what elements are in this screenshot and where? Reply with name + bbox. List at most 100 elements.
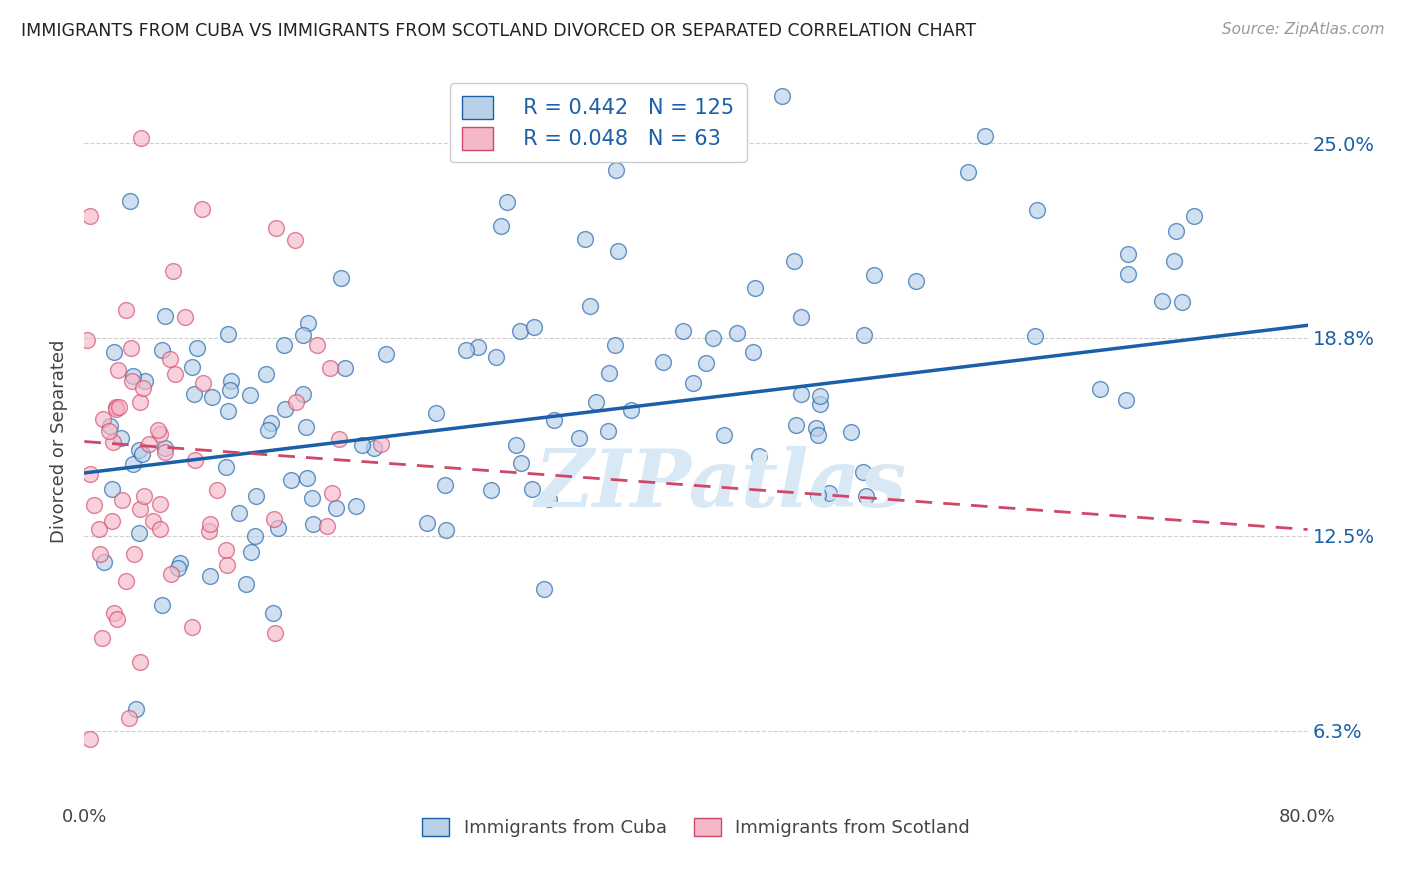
Point (319, 361, 342, 376)
Point (150, 598, 173, 612)
Point (201, 390, 224, 404)
Point (284, 233, 307, 247)
Point (114, 574, 136, 589)
Point (169, 556, 191, 570)
Point (160, 567, 183, 582)
Point (104, 401, 127, 415)
Text: IMMIGRANTS FROM CUBA VS IMMIGRANTS FROM SCOTLAND DIVORCED OR SEPARATED CORRELATI: IMMIGRANTS FROM CUBA VS IMMIGRANTS FROM … (21, 22, 976, 40)
Point (533, 582, 555, 597)
Point (568, 431, 591, 445)
Point (159, 352, 181, 367)
Point (131, 447, 153, 461)
Point (307, 338, 329, 352)
Point (333, 360, 356, 375)
Point (291, 386, 314, 401)
Point (228, 506, 250, 520)
Point (219, 374, 242, 388)
Point (425, 406, 447, 420)
Point (804, 420, 827, 434)
Point (128, 526, 150, 541)
Point (1115, 392, 1137, 407)
Point (83, 498, 105, 512)
Point (183, 387, 205, 401)
Point (107, 401, 129, 415)
Point (295, 419, 318, 434)
Y-axis label: Divorced or Separated: Divorced or Separated (51, 340, 69, 543)
Point (153, 310, 176, 324)
Point (744, 281, 766, 295)
Point (510, 456, 533, 470)
Point (146, 423, 169, 437)
Point (578, 299, 600, 313)
Point (273, 338, 295, 352)
Point (682, 376, 704, 391)
Point (125, 701, 148, 715)
Point (149, 522, 172, 536)
Point (713, 427, 735, 442)
Point (150, 343, 173, 358)
Point (131, 382, 153, 396)
Point (262, 606, 284, 620)
Point (302, 516, 325, 531)
Point (1182, 209, 1205, 223)
Point (153, 441, 176, 455)
Point (790, 310, 813, 324)
Point (79, 209, 101, 223)
Point (235, 577, 257, 591)
Point (198, 517, 221, 532)
Point (522, 482, 544, 496)
Point (785, 418, 807, 433)
Point (603, 338, 626, 352)
Point (851, 466, 873, 480)
Point (180, 620, 202, 634)
Point (496, 194, 519, 209)
Point (370, 436, 392, 450)
Point (97, 425, 120, 439)
Point (741, 344, 763, 359)
Point (862, 268, 884, 282)
Point (509, 324, 531, 338)
Point (87, 522, 110, 536)
Point (543, 412, 565, 426)
Point (122, 457, 145, 471)
Point (522, 320, 544, 334)
Point (110, 431, 132, 445)
Point (91, 412, 114, 426)
Point (790, 386, 813, 401)
Point (433, 478, 456, 492)
Point (415, 516, 437, 530)
Point (191, 202, 214, 216)
Point (748, 449, 770, 463)
Point (138, 437, 160, 451)
Point (215, 542, 238, 557)
Point (79, 467, 101, 481)
Point (620, 403, 643, 417)
Point (574, 232, 596, 246)
Point (1163, 254, 1185, 268)
Point (240, 545, 263, 559)
Point (807, 488, 830, 502)
Point (129, 395, 152, 409)
Text: ZIPatlas: ZIPatlas (534, 446, 907, 524)
Point (344, 499, 367, 513)
Point (129, 502, 152, 516)
Point (297, 471, 319, 485)
Point (103, 345, 125, 359)
Point (1164, 224, 1187, 238)
Point (695, 356, 717, 370)
Point (104, 402, 127, 417)
Point (1025, 202, 1047, 217)
Point (1170, 295, 1192, 310)
Point (191, 376, 214, 390)
Point (149, 497, 172, 511)
Point (1116, 246, 1139, 260)
Point (217, 326, 239, 341)
Point (142, 514, 165, 528)
Point (957, 165, 980, 179)
Point (89, 547, 111, 561)
Point (853, 327, 876, 342)
Point (973, 129, 995, 144)
Point (485, 350, 508, 364)
Point (218, 383, 240, 397)
Point (818, 486, 841, 500)
